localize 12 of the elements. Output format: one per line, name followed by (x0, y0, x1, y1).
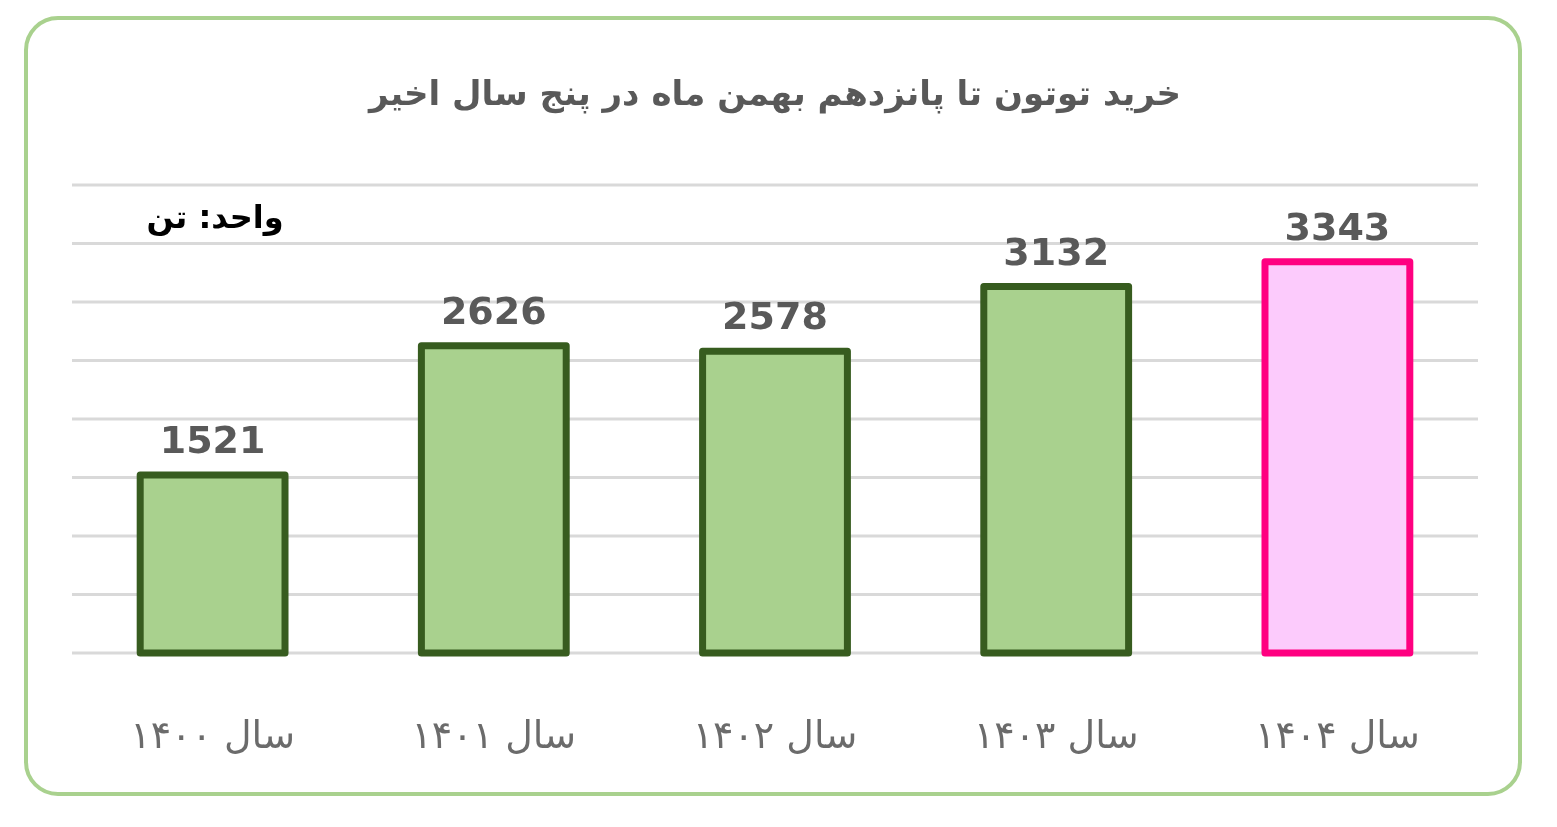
data-label: 1521 (159, 418, 266, 463)
x-tick-label: سال ۱۴۰۱ (411, 713, 577, 757)
data-label: 3343 (1284, 204, 1391, 249)
data-label: 2626 (440, 288, 547, 333)
data-label: 2578 (722, 294, 828, 339)
x-tick-label: سال ۱۴۰۴ (1255, 713, 1420, 757)
x-tick-label: سال ۱۴۰۲ (692, 713, 858, 757)
data-label: 3132 (1003, 229, 1110, 274)
x-tick-label: سال ۱۴۰۳ (973, 713, 1139, 757)
annotation: واحد: تن (146, 198, 284, 236)
x-tick-label: سال ۱۴۰۰ (130, 713, 295, 757)
chart-title: خرید توتون تا پانزدهم بهمن ماه در پنج سال اخیر (367, 73, 1181, 114)
